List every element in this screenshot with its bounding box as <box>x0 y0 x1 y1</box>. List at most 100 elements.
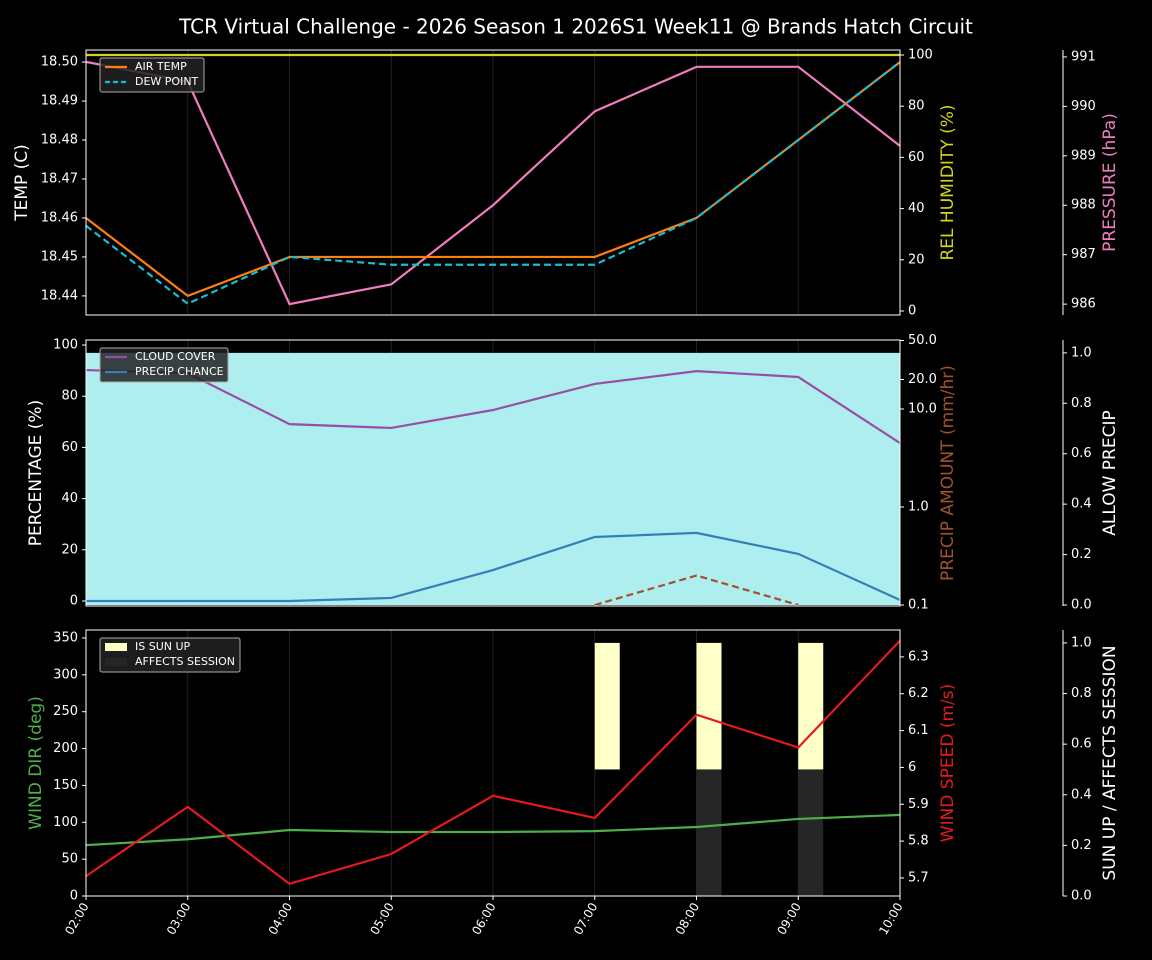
line <box>85 61 901 305</box>
y-tick-label: 18.44 <box>41 288 78 303</box>
y-tick-label: 18.46 <box>41 210 78 225</box>
legend-box <box>99 637 241 673</box>
x-tick-label: 02:00 <box>62 900 91 937</box>
y3-tick-label: 0.0 <box>1071 889 1092 904</box>
y3-tick-label: 991 <box>1071 49 1096 64</box>
area <box>86 352 900 605</box>
y-tick-label: 300 <box>53 667 78 682</box>
y2-tick-label: 1.0 <box>908 500 929 515</box>
bar <box>798 769 824 896</box>
y-tick-label: 200 <box>53 741 78 756</box>
x-tick-label: 09:00 <box>774 900 803 937</box>
y2-tick-label: 40 <box>908 201 925 216</box>
line <box>594 574 799 607</box>
line <box>86 531 901 603</box>
legend-swatch <box>105 643 127 651</box>
y2-tick-label: 5.7 <box>908 870 929 885</box>
axis-label: ALLOW PRECIP <box>1100 410 1120 536</box>
y3-tick-label: 0.6 <box>1071 737 1092 752</box>
y3-tick-label: 989 <box>1071 148 1096 163</box>
x-tick-label: 05:00 <box>367 900 396 937</box>
panel: 18.44 18.45 18.46 18.47 18.48 18.49 18.50 0 20 40… <box>12 47 1120 318</box>
legend-label: DEW POINT <box>135 75 199 88</box>
y3-tick-label: 986 <box>1071 297 1096 312</box>
y-tick-label: 0 <box>70 889 78 904</box>
y-tick-label: 100 <box>53 815 78 830</box>
y2-tick-label: 5.9 <box>908 797 929 812</box>
y2-tick-label: 50.0 <box>908 333 937 348</box>
y3-tick-label: 0.4 <box>1071 497 1092 512</box>
axis-label: SUN UP / AFFECTS SESSION <box>1100 645 1120 880</box>
legend-label: IS SUN UP <box>135 640 191 653</box>
y2-tick-label: 10.0 <box>908 402 937 417</box>
axis-label: TEMP (C) <box>12 144 32 222</box>
y2-tick-label: 0.1 <box>908 598 929 613</box>
y2-tick-label: 20 <box>908 252 925 267</box>
y2-tick-label: 6.3 <box>908 649 929 664</box>
y2-tick-label: 6.2 <box>908 686 929 701</box>
y-tick-label: 80 <box>61 389 78 404</box>
x-tick-label: 07:00 <box>571 900 600 937</box>
axis-label: WIND SPEED (m/s) <box>938 684 958 842</box>
chart-title: TCR Virtual Challenge - 2026 Season 1 20… <box>178 15 973 39</box>
y3-tick-label: 1.0 <box>1071 345 1092 360</box>
y3-tick-label: 0.6 <box>1071 446 1092 461</box>
y3-tick-label: 0.2 <box>1071 547 1092 562</box>
y3-tick-label: 0.2 <box>1071 838 1092 853</box>
y2-tick-label: 5.8 <box>908 834 929 849</box>
axis-label: PRECIP AMOUNT (mm/hr) <box>938 365 958 581</box>
axis-label: WIND DIR (deg) <box>26 696 46 830</box>
y3-tick-label: 0.4 <box>1071 787 1092 802</box>
y3-tick-label: 987 <box>1071 247 1096 262</box>
x-tick-label: 06:00 <box>469 900 498 937</box>
x-tick-label: 10:00 <box>876 900 905 937</box>
y2-tick-label: 100 <box>908 47 933 62</box>
y-tick-label: 0 <box>70 594 78 609</box>
axes-frame <box>85 49 901 316</box>
x-tick-label: 08:00 <box>673 900 702 937</box>
y3-tick-label: 0.8 <box>1071 686 1092 701</box>
y2-tick-label: 20.0 <box>908 372 937 387</box>
y2-tick-label: 80 <box>908 99 925 114</box>
y-tick-label: 18.50 <box>41 55 78 70</box>
axis-label: PRESSURE (hPa) <box>1100 113 1120 252</box>
x-tick-label: 03:00 <box>164 900 193 937</box>
y-tick-label: 18.45 <box>41 249 78 264</box>
y-tick-label: 18.47 <box>41 171 78 186</box>
x-tick-label: 04:00 <box>266 900 295 937</box>
y2-tick-label: 6.1 <box>908 723 929 738</box>
axis-label: PERCENTAGE (%) <box>26 400 46 546</box>
y-tick-label: 150 <box>53 778 78 793</box>
y-tick-label: 100 <box>53 337 78 352</box>
line <box>85 639 901 886</box>
y-tick-label: 50 <box>61 852 78 867</box>
line <box>85 368 901 444</box>
y3-tick-label: 988 <box>1071 198 1096 213</box>
y3-tick-label: 0.8 <box>1071 396 1092 411</box>
bar <box>696 642 722 770</box>
legend-box <box>99 347 229 383</box>
axis-label: REL HUMIDITY (%) <box>938 104 958 260</box>
panel: 0 50 100 150 200 250 300 350 5.7 5.8 5.9 6 6.1 6.2 6.3… <box>26 629 1120 904</box>
y-tick-label: 40 <box>61 491 78 506</box>
y3-tick-label: 0.0 <box>1071 597 1092 612</box>
legend-swatch <box>105 658 127 666</box>
y3-tick-label: 990 <box>1071 99 1096 114</box>
y-tick-label: 350 <box>53 630 78 645</box>
line <box>85 813 901 847</box>
y2-tick-label: 0 <box>908 304 916 319</box>
y2-tick-label: 60 <box>908 150 925 165</box>
bar <box>798 642 824 770</box>
y-tick-label: 18.48 <box>41 133 78 148</box>
y-tick-label: 60 <box>61 440 78 455</box>
y-tick-label: 250 <box>53 704 78 719</box>
y-tick-label: 18.49 <box>41 94 78 109</box>
y2-tick-label: 6 <box>908 760 916 775</box>
y-tick-label: 20 <box>61 542 78 557</box>
panel: 0 20 40 60 80 100 0.1 1.0 10.0 20.0 50.0 0.0 0.2 0.4 0… <box>26 333 1120 613</box>
legend-label: CLOUD COVER <box>135 350 216 363</box>
legend-label: AIR TEMP <box>135 60 187 73</box>
legend-label: AFFECTS SESSION <box>135 655 235 668</box>
bar <box>696 769 722 896</box>
